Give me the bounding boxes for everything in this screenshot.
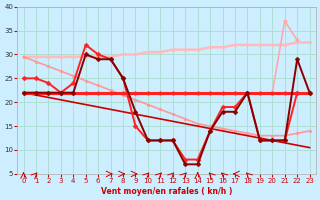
- X-axis label: Vent moyen/en rafales ( kn/h ): Vent moyen/en rafales ( kn/h ): [101, 187, 232, 196]
